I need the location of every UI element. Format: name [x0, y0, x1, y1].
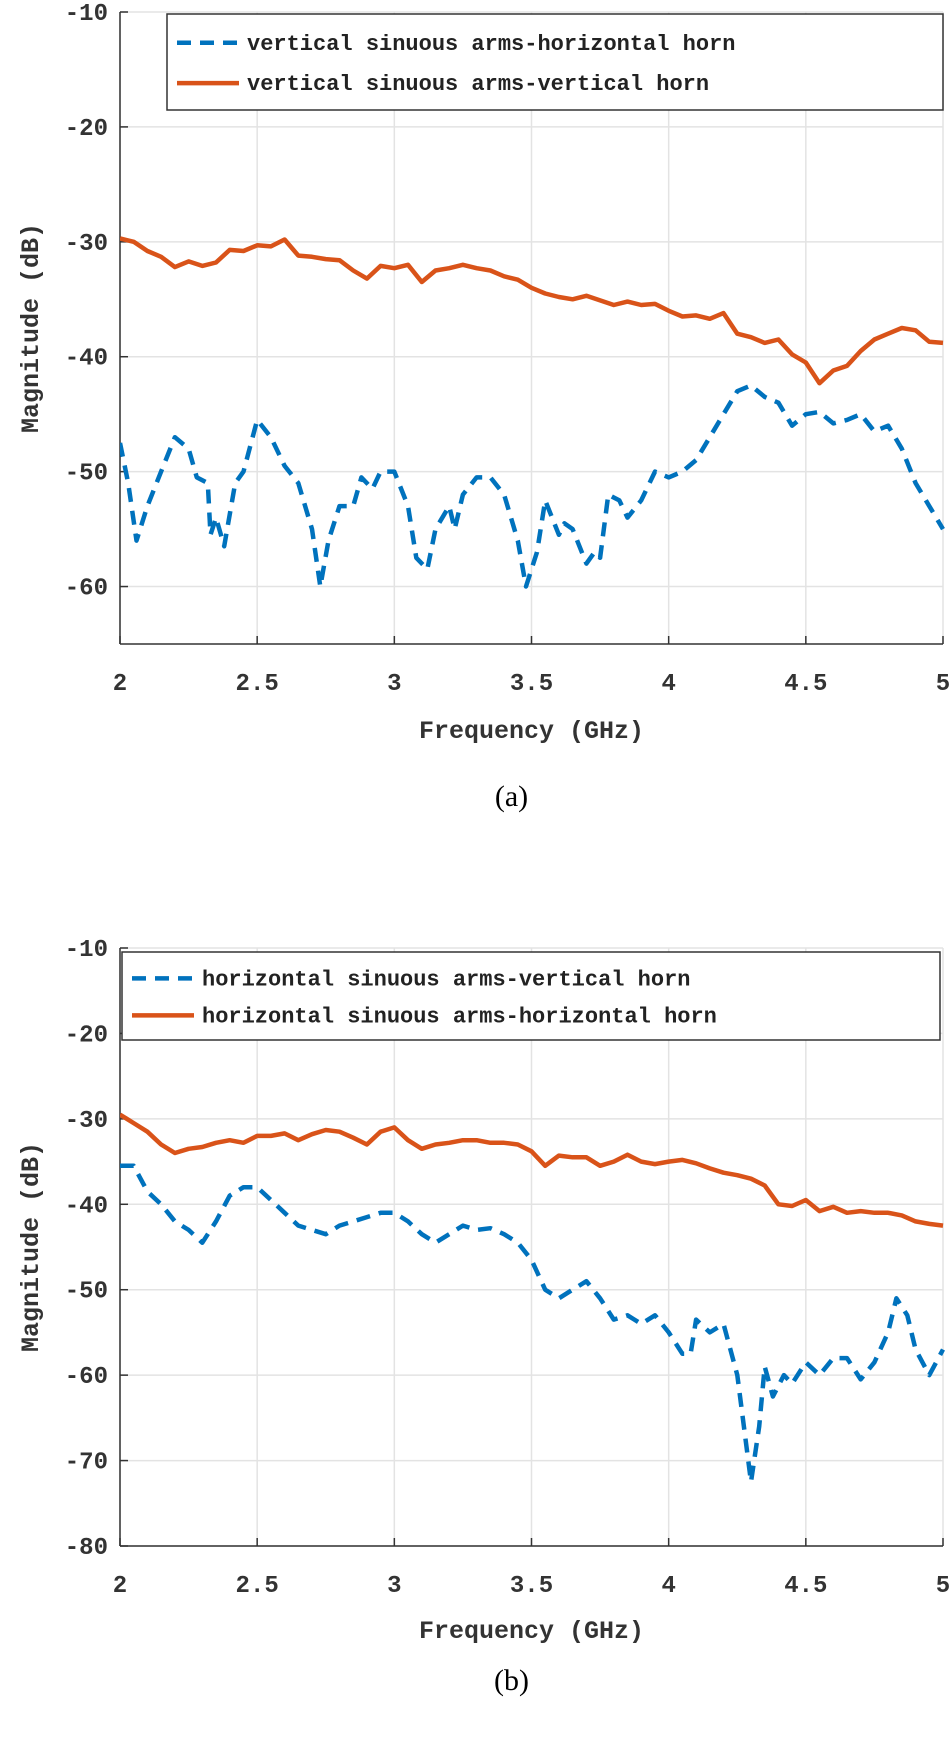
- y-tick-label: -30: [65, 231, 108, 258]
- caption: (a): [495, 780, 528, 813]
- y-tick-label: -10: [65, 937, 108, 964]
- legend-label: horizontal sinuous arms-horizontal horn: [202, 1004, 717, 1029]
- legend-label: vertical sinuous arms-horizontal horn: [247, 32, 735, 57]
- legend: vertical sinuous arms-horizontal horn ver…: [166, 13, 944, 111]
- series-line-solid: [120, 1112, 944, 1228]
- y-tick-label: -20: [65, 116, 108, 143]
- y-tick-label: -10: [65, 1, 108, 28]
- x-tick-label: 4.5: [784, 1573, 827, 1600]
- legend: horizontal sinuous arms-vertical horn hor…: [121, 951, 941, 1041]
- y-tick-label: -20: [65, 1022, 108, 1049]
- x-tick-label: 4: [661, 671, 675, 698]
- x-tick-label: 4: [661, 1573, 675, 1600]
- x-axis-label: Frequency (GHz): [419, 1617, 644, 1646]
- series-line-dashed: [120, 383, 945, 589]
- x-tick-label: 3: [387, 671, 401, 698]
- x-tick-label: 4.5: [784, 671, 827, 698]
- x-tick-label: 2: [113, 1573, 127, 1600]
- caption: (b): [494, 1664, 529, 1697]
- x-tick-label: 2: [113, 671, 127, 698]
- legend-box: [121, 951, 941, 1041]
- y-axis-label: Magnitude (dB): [17, 223, 46, 433]
- x-tick-label: 3.5: [510, 671, 553, 698]
- y-tick-label: -80: [65, 1535, 108, 1562]
- chart-a: 2 2.5 3 3.5 4 4.5 5 -10 -20 -30 -40 -50 -60 Frequency…: [17, 1, 950, 813]
- series-line-dashed: [120, 1163, 945, 1485]
- x-tick-label: 3.5: [510, 1573, 553, 1600]
- y-tick-label: -60: [65, 576, 108, 603]
- y-tick-label: -70: [65, 1450, 108, 1477]
- x-tick-label: 2.5: [236, 671, 279, 698]
- x-tick-label: 5: [936, 1573, 950, 1600]
- y-tick-label: -40: [65, 346, 108, 373]
- chart-b: 2 2.5 3 3.5 4 4.5 5 -10 -20 -30 -40 -50 -60 -70 -80 Fre…: [17, 937, 950, 1697]
- x-tick-label: 3: [387, 1573, 401, 1600]
- y-tick-label: -40: [65, 1193, 108, 1220]
- y-tick-label: -50: [65, 1279, 108, 1306]
- legend-label: vertical sinuous arms-vertical horn: [247, 72, 709, 97]
- legend-label: horizontal sinuous arms-vertical horn: [202, 967, 690, 992]
- y-tick-label: -50: [65, 461, 108, 488]
- y-tick-label: -60: [65, 1364, 108, 1391]
- x-tick-label: 5: [936, 671, 950, 698]
- x-tick-label: 2.5: [236, 1573, 279, 1600]
- y-tick-label: -30: [65, 1108, 108, 1135]
- x-axis-label: Frequency (GHz): [419, 717, 644, 746]
- y-axis-label: Magnitude (dB): [17, 1142, 46, 1352]
- series-line-solid: [120, 236, 944, 386]
- legend-box: [166, 13, 944, 111]
